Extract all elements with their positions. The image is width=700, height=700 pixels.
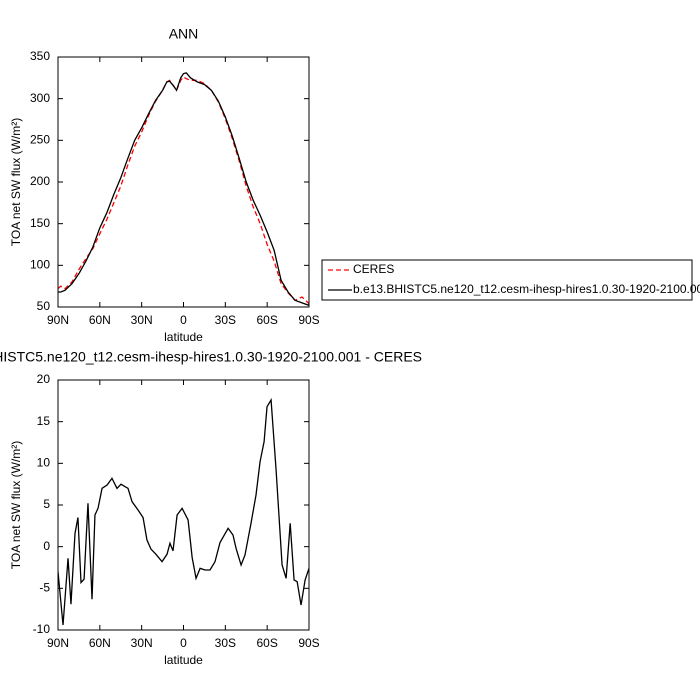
plot-frame (57, 56, 310, 308)
x-tick-label: 60N (89, 636, 111, 650)
y-tick-label: 5 (43, 497, 50, 511)
x-tick-label: 90N (47, 636, 69, 650)
x-tick-label: 0 (180, 636, 187, 650)
series-line (58, 397, 309, 626)
x-tick-label: 30N (131, 313, 153, 327)
y-tick-label: 350 (30, 49, 50, 63)
series-line (58, 72, 309, 306)
y-axis-label: TOA net SW flux (W/m²) (9, 118, 23, 246)
x-axis-label: latitude (164, 330, 203, 344)
x-tick-label: 60S (256, 636, 277, 650)
chart-title: ANN (169, 26, 199, 42)
legend-box (321, 259, 693, 301)
y-tick-label: -5 (39, 581, 50, 595)
x-tick-label: 60S (256, 313, 277, 327)
x-tick-label: 60N (89, 313, 111, 327)
y-tick-label: 0 (43, 539, 50, 553)
y-tick-label: 10 (37, 456, 51, 470)
y-tick-label: 100 (30, 258, 50, 272)
chart-title: b.e13.BHISTC5.ne120_t12.cesm-ihesp-hires… (0, 349, 422, 365)
y-tick-label: 300 (30, 91, 50, 105)
x-tick-label: 90S (298, 636, 319, 650)
legend-label: CERES (353, 262, 394, 276)
x-tick-label: 90N (47, 313, 69, 327)
x-tick-label: 30S (215, 313, 236, 327)
y-tick-label: 150 (30, 216, 50, 230)
y-tick-label: 200 (30, 174, 50, 188)
y-tick-label: 50 (37, 299, 51, 313)
y-tick-label: 20 (37, 372, 51, 386)
y-axis-label: TOA net SW flux (W/m²) (9, 441, 23, 569)
series-line (58, 76, 309, 305)
x-axis-label: latitude (164, 653, 203, 667)
plot-frame (57, 379, 310, 631)
x-tick-label: 90S (298, 313, 319, 327)
x-tick-label: 30S (215, 636, 236, 650)
legend-label: b.e13.BHISTC5.ne120_t12.cesm-ihesp-hires… (353, 282, 700, 296)
y-tick-label: -10 (33, 622, 51, 636)
x-tick-label: 0 (180, 313, 187, 327)
y-tick-label: 15 (37, 414, 51, 428)
x-tick-label: 30N (131, 636, 153, 650)
y-tick-label: 250 (30, 133, 50, 147)
